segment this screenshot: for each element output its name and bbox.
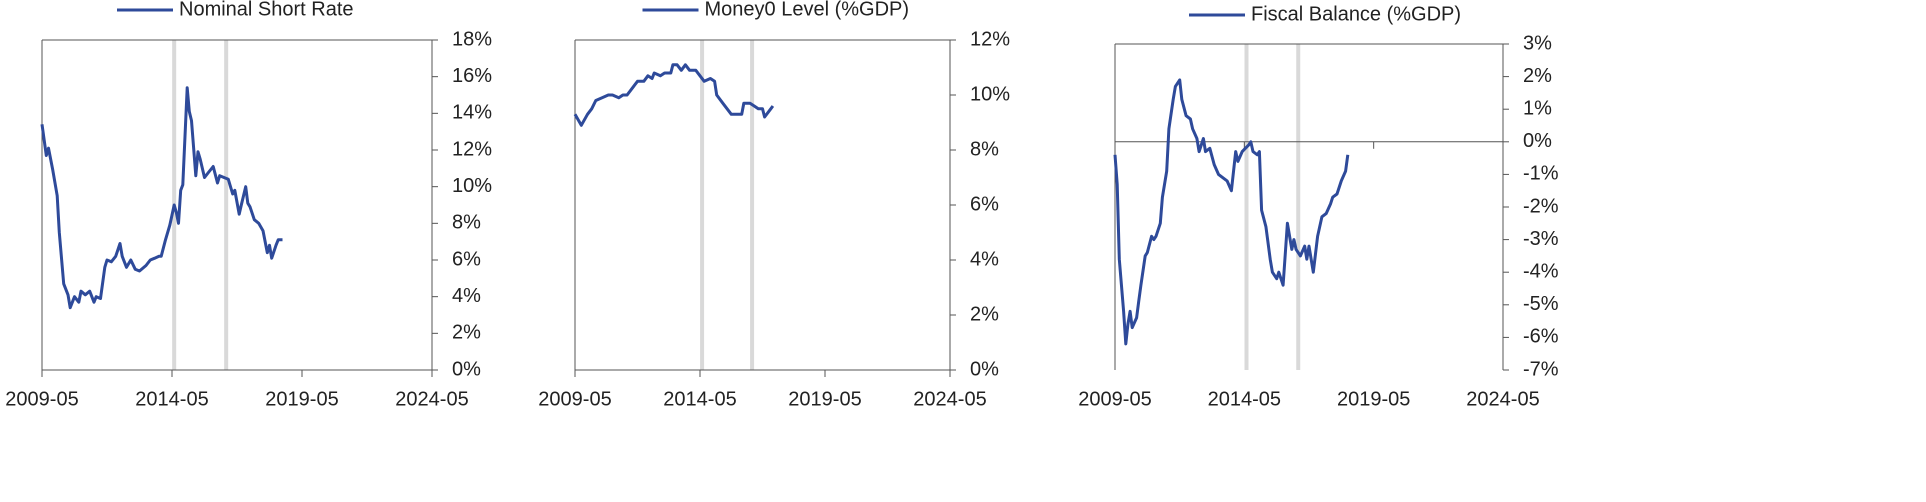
x-tick-label: 2009-05 bbox=[5, 388, 78, 410]
x-tick-label: 2014-05 bbox=[135, 388, 208, 410]
y-tick-label: 6% bbox=[452, 248, 481, 270]
x-tick-label: 2024-05 bbox=[1466, 388, 1539, 410]
y-tick-label: -5% bbox=[1523, 293, 1559, 315]
y-tick-label: -6% bbox=[1523, 326, 1559, 348]
y-tick-label: -4% bbox=[1523, 260, 1559, 282]
y-tick-label: 2% bbox=[970, 303, 999, 325]
y-tick-label: 10% bbox=[452, 175, 492, 197]
y-tick-label: 10% bbox=[970, 83, 1010, 105]
y-tick-label: -1% bbox=[1523, 163, 1559, 185]
y-tick-label: 12% bbox=[970, 28, 1010, 50]
y-tick-label: 0% bbox=[452, 358, 481, 380]
x-tick-label: 2014-05 bbox=[1208, 388, 1281, 410]
x-tick-label: 2019-05 bbox=[265, 388, 338, 410]
legend-label: Nominal Short Rate bbox=[179, 0, 354, 20]
x-tick-label: 2024-05 bbox=[913, 388, 986, 410]
y-tick-label: 2% bbox=[1523, 65, 1552, 87]
y-tick-label: -7% bbox=[1523, 358, 1559, 380]
series-line bbox=[573, 63, 775, 127]
y-tick-label: 2% bbox=[452, 322, 481, 344]
y-tick-label: 1% bbox=[1523, 97, 1552, 119]
y-tick-label: 6% bbox=[970, 193, 999, 215]
y-tick-label: 4% bbox=[970, 248, 999, 270]
x-tick-label: 2024-05 bbox=[395, 388, 468, 410]
y-tick-label: 4% bbox=[452, 285, 481, 307]
y-tick-label: 16% bbox=[452, 65, 492, 87]
y-tick-label: 0% bbox=[1523, 130, 1552, 152]
x-tick-label: 2009-05 bbox=[1078, 388, 1151, 410]
x-tick-label: 2009-05 bbox=[538, 388, 611, 410]
y-tick-label: 18% bbox=[452, 28, 492, 50]
x-tick-label: 2014-05 bbox=[663, 388, 736, 410]
y-tick-label: 12% bbox=[452, 138, 492, 160]
legend-label: Fiscal Balance (%GDP) bbox=[1251, 3, 1461, 25]
y-tick-label: 8% bbox=[452, 212, 481, 234]
y-tick-label: 3% bbox=[1523, 32, 1552, 54]
x-tick-label: 2019-05 bbox=[788, 388, 861, 410]
series-line bbox=[40, 86, 283, 310]
y-tick-label: 0% bbox=[970, 358, 999, 380]
legend-label: Money0 Level (%GDP) bbox=[705, 0, 910, 20]
y-tick-label: 14% bbox=[452, 102, 492, 124]
y-tick-label: -3% bbox=[1523, 228, 1559, 250]
series-line bbox=[1113, 78, 1350, 346]
x-tick-label: 2019-05 bbox=[1337, 388, 1410, 410]
y-tick-label: 8% bbox=[970, 138, 999, 160]
y-tick-label: -2% bbox=[1523, 195, 1559, 217]
